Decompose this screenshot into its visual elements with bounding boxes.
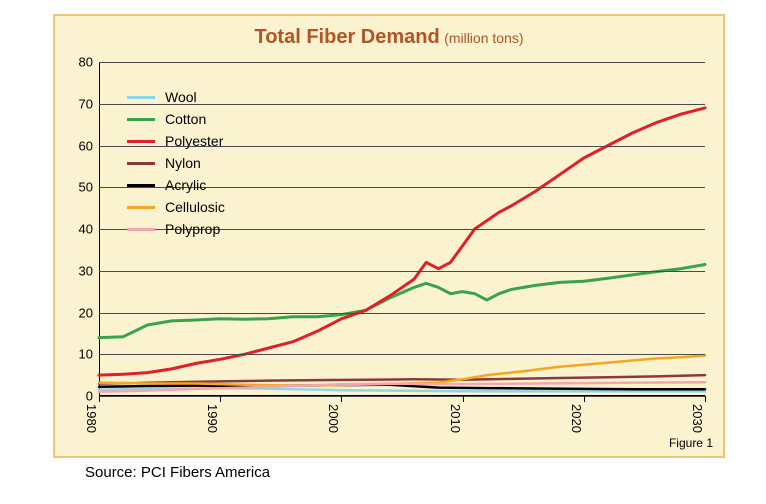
legend-swatch [127, 96, 155, 99]
series-cotton [99, 265, 705, 338]
x-tick [705, 396, 706, 402]
legend-item: Cellulosic [127, 196, 225, 218]
y-tick-label: 20 [79, 305, 93, 320]
y-tick-label: 80 [79, 55, 93, 70]
y-tick-label: 50 [79, 180, 93, 195]
legend-item: Polyprop [127, 218, 225, 240]
chart-title-sub: (million tons) [444, 30, 523, 46]
legend-swatch [127, 118, 155, 121]
legend-item: Nylon [127, 152, 225, 174]
x-tick [341, 396, 342, 402]
x-tick [99, 396, 100, 402]
y-tick-label: 0 [86, 389, 93, 404]
legend-label: Cellulosic [165, 199, 225, 215]
legend-swatch [127, 140, 155, 143]
gridline [99, 271, 705, 272]
legend-item: Wool [127, 86, 225, 108]
chart-title-main: Total Fiber Demand [254, 26, 439, 48]
chart-title: Total Fiber Demand (million tons) [55, 26, 723, 49]
legend-item: Polyester [127, 130, 225, 152]
x-tick-label: 1990 [205, 404, 220, 433]
legend-swatch [127, 162, 155, 165]
y-tick-label: 30 [79, 263, 93, 278]
y-tick-label: 10 [79, 347, 93, 362]
legend-item: Cotton [127, 108, 225, 130]
x-tick [220, 396, 221, 402]
x-tick-label: 2030 [690, 404, 705, 433]
legend-swatch [127, 228, 155, 231]
x-tick-label: 2020 [569, 404, 584, 433]
x-tick-label: 1980 [84, 404, 99, 433]
gridline [99, 396, 705, 397]
x-tick-label: 2010 [448, 404, 463, 433]
y-tick-label: 70 [79, 96, 93, 111]
legend-label: Polyester [165, 133, 223, 149]
legend-label: Nylon [165, 155, 201, 171]
x-tick [584, 396, 585, 402]
y-tick-label: 40 [79, 222, 93, 237]
gridline [99, 62, 705, 63]
legend-item: Acrylic [127, 174, 225, 196]
gridline [99, 313, 705, 314]
x-tick-label: 2000 [326, 404, 341, 433]
source-label: Source: PCI Fibers America [85, 464, 270, 481]
chart-frame: Total Fiber Demand (million tons) 010203… [53, 14, 725, 458]
gridline [99, 354, 705, 355]
y-tick-label: 60 [79, 138, 93, 153]
legend-swatch [127, 206, 155, 209]
legend-label: Polyprop [165, 221, 220, 237]
legend-label: Cotton [165, 111, 206, 127]
legend-label: Wool [165, 89, 197, 105]
legend: Wool Cotton Polyester Nylon Acrylic Cellulosi… [127, 86, 225, 240]
figure-label: Figure 1 [669, 436, 713, 450]
legend-swatch [127, 184, 155, 187]
x-tick [463, 396, 464, 402]
legend-label: Acrylic [165, 177, 206, 193]
